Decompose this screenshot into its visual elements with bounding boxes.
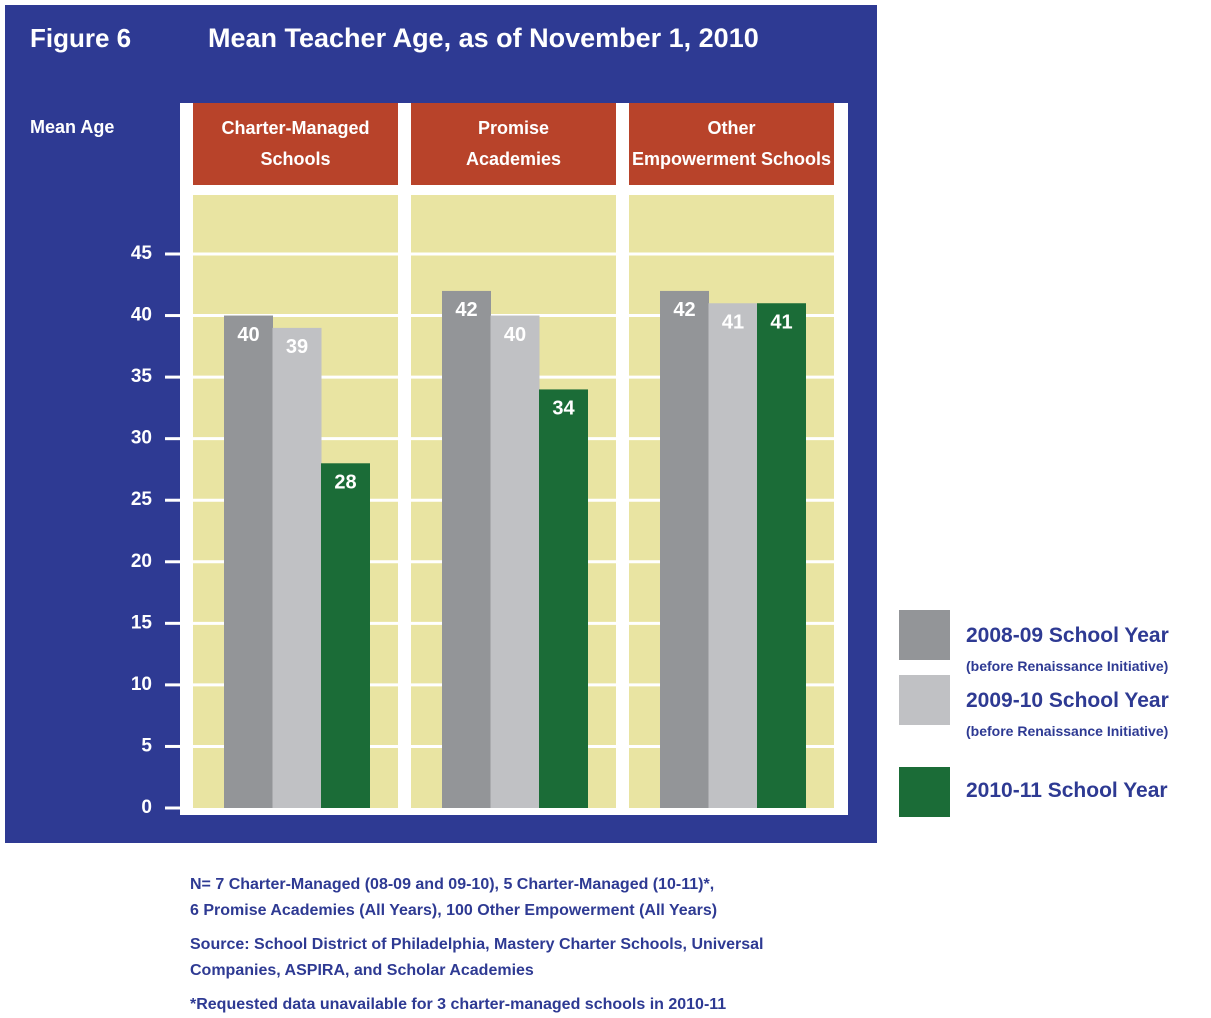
y-tick-label: 5 [141,735,152,756]
bar [708,303,758,808]
footnote: 6 Promise Academies (All Years), 100 Oth… [190,902,718,919]
footnote: Companies, ASPIRA, and Scholar Academies [190,962,534,979]
bar [490,315,540,808]
legend-label: 2010-11 School Year [966,779,1168,802]
legend-label: 2009-10 School Year [966,689,1169,712]
y-tick-label: 0 [141,797,152,818]
chart-title: Mean Teacher Age, as of November 1, 2010 [208,23,759,53]
bar [442,290,491,808]
data-label: 28 [334,472,356,494]
legend-note: (before Renaissance Initiative) [966,723,1169,739]
data-label: 40 [504,324,526,346]
y-tick-label: 25 [131,489,153,510]
legend-swatch [899,675,950,725]
figure-label: Figure 6 [30,23,131,53]
footnote: *Requested data unavailable for 3 charte… [190,996,727,1013]
bar [539,389,588,808]
data-label: 42 [455,299,477,321]
legend-swatch [899,767,950,817]
column-header: Promise Academies [465,118,562,169]
bar [272,327,322,808]
bar [224,315,273,808]
y-tick-label: 15 [131,612,153,633]
bar [321,463,370,808]
column-header-bg [411,103,616,185]
legend-label: 2008-09 School Year [966,624,1169,647]
data-label: 42 [673,299,695,321]
data-label: 34 [552,398,575,420]
column-header: Charter-Managed Schools [221,118,370,169]
y-tick-label: 20 [131,551,152,572]
column-header-bg [629,103,834,185]
column-header-bg [193,103,398,185]
bar [660,290,709,808]
legend-swatch [899,610,950,660]
y-tick-label: 40 [131,305,152,326]
y-axis-label: Mean Age [30,117,114,137]
column-header: Other Empowerment Schools [631,118,832,169]
data-label: 41 [722,312,744,334]
y-tick-label: 10 [131,674,152,695]
data-label: 40 [237,324,259,346]
data-label: 41 [770,312,792,334]
legend-note: (before Renaissance Initiative) [966,658,1169,674]
data-label: 39 [286,336,308,358]
y-tick-label: 35 [131,366,153,387]
y-tick-label: 45 [131,243,153,264]
footnote: N= 7 Charter-Managed (08-09 and 09-10), … [190,876,715,893]
y-tick-label: 30 [131,428,152,449]
footnote: Source: School District of Philadelphia,… [190,936,764,953]
bar [757,303,806,808]
